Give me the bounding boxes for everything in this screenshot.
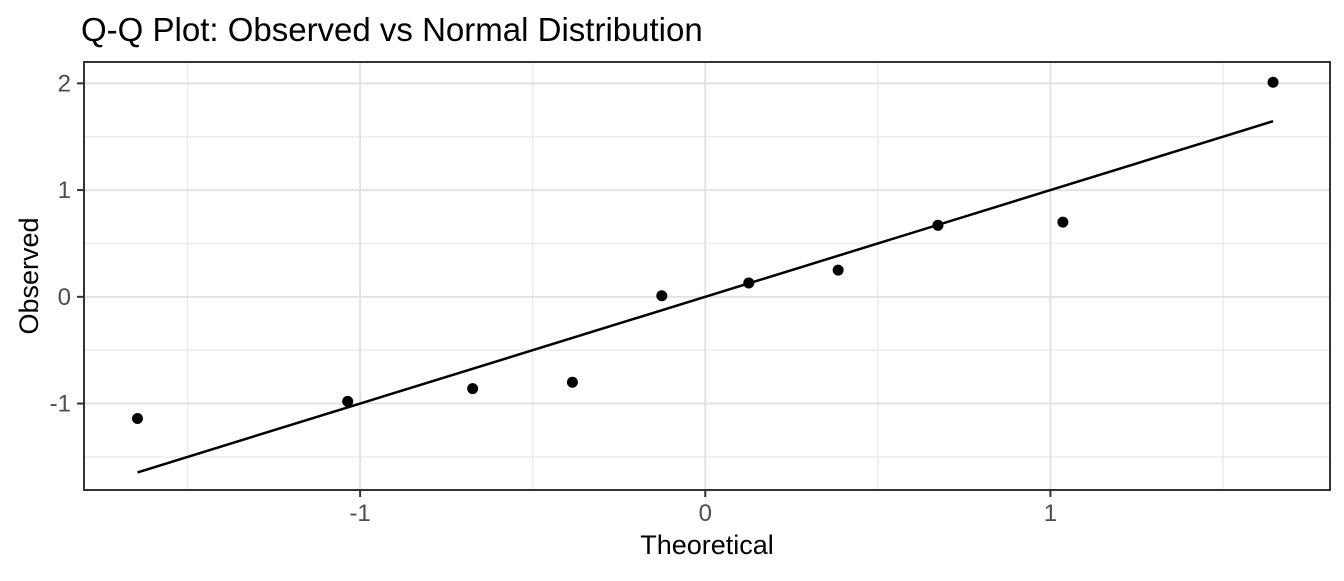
data-point [1267, 76, 1279, 88]
y-tick-label: -1 [50, 391, 71, 418]
identity-reference-line [137, 120, 1274, 474]
data-point [832, 264, 844, 276]
data-point [743, 277, 755, 289]
y-axis-title: Observed [14, 217, 44, 334]
data-point [131, 412, 143, 424]
y-tick-label: 1 [58, 177, 71, 204]
data-point [1057, 216, 1069, 228]
data-point [566, 376, 578, 388]
data-point [932, 219, 944, 231]
data-point [342, 395, 354, 407]
panel-background [84, 62, 1330, 490]
x-tick-label: 0 [699, 500, 712, 527]
x-axis-title: Theoretical [640, 530, 774, 560]
plot-title: Q-Q Plot: Observed vs Normal Distributio… [81, 11, 703, 48]
x-tick-label: -1 [349, 500, 370, 527]
data-point [467, 383, 479, 395]
x-tick-label: 1 [1044, 500, 1057, 527]
data-point [656, 290, 668, 302]
panel-border [83, 61, 1331, 491]
y-tick-label: 0 [58, 284, 71, 311]
y-tick-label: 2 [58, 70, 71, 97]
